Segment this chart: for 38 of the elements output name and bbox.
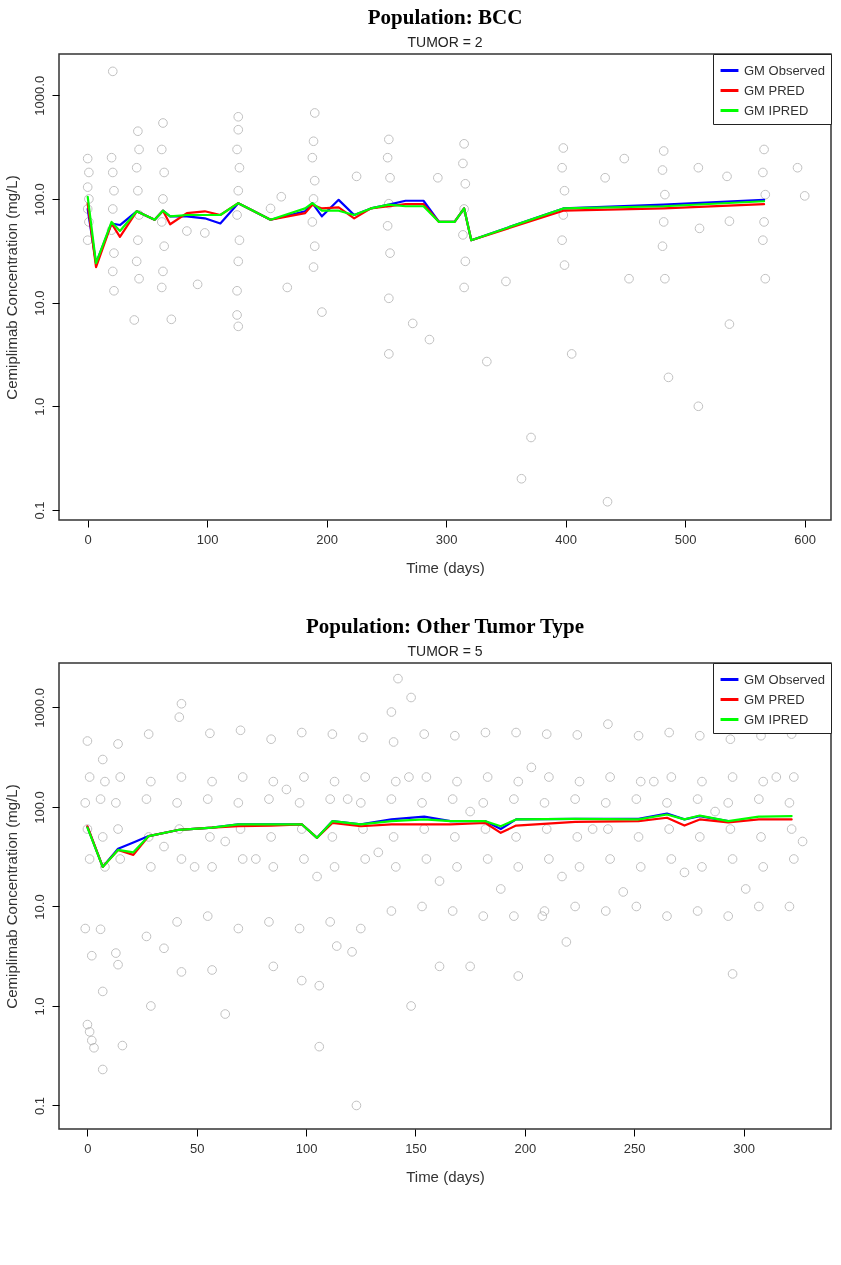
x-tick-label: 400 <box>555 531 578 547</box>
x-axis-title: Time (days) <box>406 1167 485 1185</box>
legend-label: GM PRED <box>744 82 805 98</box>
legend-label: GM Observed <box>744 671 825 687</box>
chart-title: Population: Other Tumor Type <box>306 613 584 638</box>
legend-label: GM IPRED <box>744 711 809 727</box>
x-tick-label: 50 <box>190 1140 205 1156</box>
x-tick-label: 600 <box>794 531 817 547</box>
y-tick-label: 100.0 <box>31 183 47 216</box>
y-axis-title: Cemiplimab Concentration (mg/L) <box>2 175 20 400</box>
y-axis-title: Cemiplimab Concentration (mg/L) <box>2 784 20 1009</box>
x-tick-label: 200 <box>316 531 339 547</box>
x-tick-label: 0 <box>84 1140 92 1156</box>
y-tick-label: 1000.0 <box>31 75 47 116</box>
y-tick-label: 1.0 <box>31 997 47 1016</box>
x-tick-label: 300 <box>733 1140 755 1156</box>
x-tick-label: 200 <box>514 1140 537 1156</box>
x-tick-label: 100 <box>196 531 219 547</box>
legend-label: GM IPRED <box>744 102 809 118</box>
x-tick-label: 0 <box>84 531 92 547</box>
x-tick-label: 500 <box>674 531 697 547</box>
y-tick-label: 1000.0 <box>31 688 47 728</box>
chart-title: Population: BCC <box>367 4 523 29</box>
chart-subtitle: TUMOR = 2 <box>407 33 483 50</box>
legend-label: GM Observed <box>744 62 825 78</box>
x-tick-label: 250 <box>623 1140 646 1156</box>
y-tick-label: 1.0 <box>31 397 47 416</box>
y-tick-label: 10.0 <box>31 894 47 920</box>
x-tick-label: 150 <box>405 1140 427 1156</box>
x-tick-label: 300 <box>435 531 458 547</box>
y-tick-label: 0.1 <box>31 501 47 520</box>
x-tick-label: 100 <box>295 1140 318 1156</box>
y-tick-label: 0.1 <box>31 1096 47 1115</box>
y-tick-label: 10.0 <box>31 290 47 316</box>
chart-subtitle: TUMOR = 5 <box>407 642 483 659</box>
y-tick-label: 100.0 <box>31 791 47 824</box>
legend-label: GM PRED <box>744 691 805 707</box>
x-axis-title: Time (days) <box>406 558 485 576</box>
